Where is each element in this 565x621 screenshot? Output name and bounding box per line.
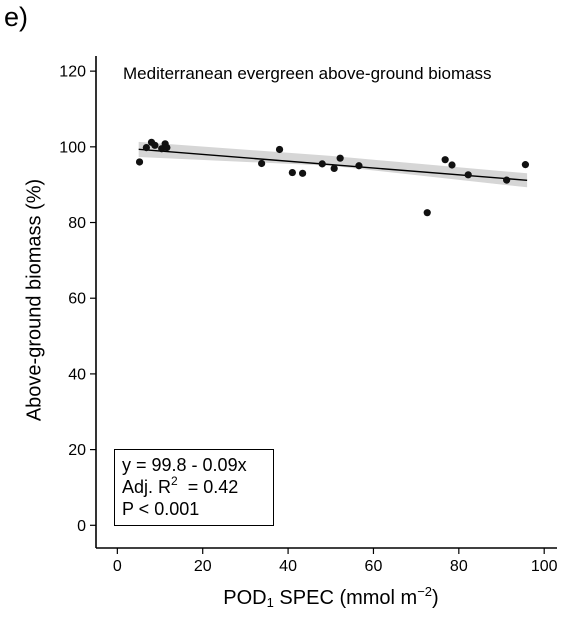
- data-point: [441, 156, 449, 164]
- data-point: [423, 209, 431, 217]
- data-point: [142, 143, 150, 152]
- y-tick-label: 80: [68, 215, 86, 232]
- y-tick-label: 100: [59, 139, 86, 156]
- data-point: [503, 176, 511, 184]
- data-point: [298, 169, 307, 177]
- r2-text: Adj. R2 = 0.42: [122, 474, 239, 497]
- data-point: [355, 162, 363, 170]
- x-tick-label: 60: [365, 558, 383, 575]
- y-tick-label: 120: [59, 64, 86, 81]
- data-point: [288, 168, 296, 177]
- x-tick-label: 80: [450, 558, 468, 575]
- equation-text: y = 99.8 - 0.09x: [122, 455, 247, 475]
- x-tick-label: 20: [194, 558, 212, 575]
- chart-title: Mediterranean evergreen above-ground bio…: [123, 64, 492, 83]
- data-point: [336, 154, 344, 162]
- data-point: [464, 171, 472, 179]
- stats-box: y = 99.8 - 0.09x Adj. R2 = 0.42 P < 0.00…: [114, 449, 274, 526]
- y-axis-label: Above-ground biomass (%): [23, 178, 46, 422]
- x-tick-label: 0: [113, 558, 122, 575]
- panel-label: e): [4, 2, 29, 32]
- data-point: [275, 145, 284, 154]
- data-point: [330, 164, 338, 173]
- data-point: [151, 141, 159, 149]
- y-tick-label: 60: [68, 291, 86, 308]
- x-tick-label: 40: [279, 558, 297, 575]
- y-tick-label: 20: [68, 442, 86, 459]
- data-point: [448, 161, 456, 169]
- x-axis-label: POD1 SPEC (mmol m−2): [223, 584, 439, 610]
- regression-line: [138, 148, 528, 181]
- data-point: [318, 160, 326, 168]
- data-point: [521, 161, 530, 169]
- x-tick-label: 100: [531, 558, 558, 575]
- data-point: [163, 143, 171, 152]
- data-point: [258, 159, 266, 168]
- data-point: [135, 158, 144, 166]
- p-value-text: P < 0.001: [122, 499, 200, 519]
- y-tick-label: 40: [68, 366, 86, 383]
- y-tick-label: 0: [77, 518, 86, 535]
